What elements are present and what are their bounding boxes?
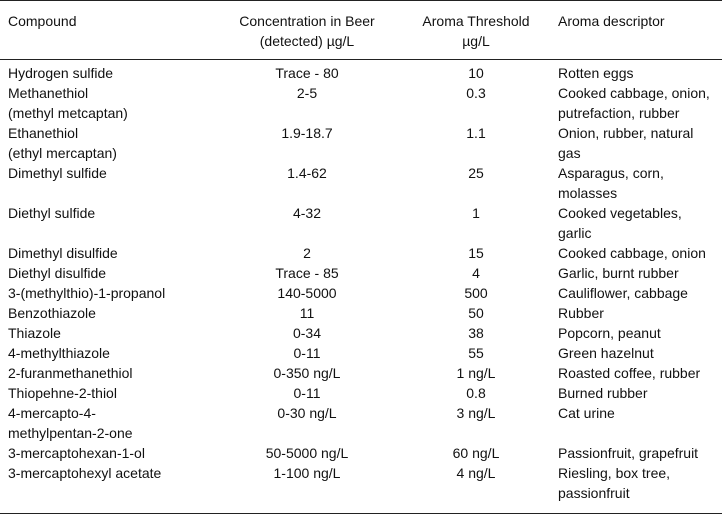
cell-compound: Dimethyl sulfide — [8, 165, 107, 181]
table-row: Hydrogen sulfide Trace - 80 10 Rotten eggs — [0, 60, 722, 84]
cell-concentration: 0-30 ng/L — [277, 405, 337, 421]
table-row: 4-methylthiazole 0-11 55 Green hazelnut — [0, 343, 722, 363]
compound-table-container: Compound Concentration in Beer (detected… — [0, 0, 722, 514]
table-row: Thiazole 0-34 38 Popcorn, peanut — [0, 323, 722, 343]
table-row: Methanethiol (methyl metcaptan) 2-5 0.3 Coo… — [0, 83, 722, 123]
cell-descriptor: Rotten eggs — [558, 65, 634, 81]
cell-threshold: 3 ng/L — [456, 405, 496, 421]
cell-descriptor: Cat urine — [558, 405, 615, 421]
cell-descriptor: Roasted coffee, rubber — [558, 365, 701, 381]
cell-threshold: 1 — [472, 205, 480, 221]
cell-descriptor: Onion, rubber, natural gas — [558, 125, 694, 161]
cell-concentration: Trace - 85 — [275, 265, 339, 281]
header-descriptor: Aroma descriptor — [550, 0, 722, 60]
cell-compound: Diethyl sulfide — [8, 205, 96, 221]
cell-descriptor: Burned rubber — [558, 385, 648, 401]
cell-compound: Thiazole — [8, 325, 61, 341]
cell-compound: Dimethyl disulfide — [8, 245, 118, 261]
cell-descriptor: Garlic, burnt rubber — [558, 265, 679, 281]
cell-compound: 4-mercapto-4- methylpentan-2-one — [8, 405, 133, 441]
cell-descriptor: Cooked vegetables, garlic — [558, 205, 682, 241]
cell-compound: 3-(methylthio)-1-propanol — [8, 285, 166, 301]
cell-compound: Hydrogen sulfide — [8, 65, 114, 81]
cell-threshold: 0.3 — [466, 85, 486, 101]
cell-threshold: 15 — [468, 245, 484, 261]
cell-compound: 2-furanmethanethiol — [8, 365, 133, 381]
header-threshold: Aroma Threshold µg/L — [402, 0, 550, 60]
table-body: Hydrogen sulfide Trace - 80 10 Rotten eggs M… — [0, 60, 722, 514]
table-row: 4-mercapto-4- methylpentan-2-one 0-30 ng/… — [0, 403, 722, 443]
cell-descriptor: Popcorn, peanut — [558, 325, 661, 341]
cell-threshold: 4 ng/L — [456, 465, 496, 481]
table-row: Dimethyl disulfide 2 15 Cooked cabbage, oni… — [0, 243, 722, 263]
cell-compound: Methanethiol (methyl metcaptan) — [8, 85, 128, 121]
cell-descriptor: Riesling, box tree, passionfruit — [558, 465, 671, 501]
cell-threshold: 55 — [468, 345, 484, 361]
cell-concentration: 140-5000 — [277, 285, 337, 301]
cell-descriptor: Cooked cabbage, onion — [558, 245, 706, 261]
cell-threshold: 50 — [468, 305, 484, 321]
table-row: 2-furanmethanethiol 0-350 ng/L 1 ng/L Roast… — [0, 363, 722, 383]
cell-concentration: 1.4-62 — [287, 165, 327, 181]
cell-threshold: 1 ng/L — [456, 365, 496, 381]
cell-descriptor: Cooked cabbage, onion, putrefaction, rub… — [558, 85, 710, 121]
cell-threshold: 10 — [468, 65, 484, 81]
table-row: Diethyl disulfide Trace - 85 4 Garlic, burn… — [0, 263, 722, 283]
cell-threshold: 38 — [468, 325, 484, 341]
cell-concentration: 0-11 — [293, 385, 321, 401]
cell-concentration: Trace - 80 — [275, 65, 339, 81]
table-row: 3-mercaptohexan-1-ol 50-5000 ng/L 60 ng/L P… — [0, 443, 722, 463]
cell-concentration: 4-32 — [292, 205, 322, 221]
sulfur-compounds-table: Compound Concentration in Beer (detected… — [0, 0, 722, 514]
cell-concentration: 1-100 ng/L — [273, 465, 341, 481]
header-row: Compound Concentration in Beer (detected… — [0, 0, 722, 60]
cell-compound: Thiopehne-2-thiol — [8, 385, 117, 401]
cell-threshold: 0.8 — [466, 385, 486, 401]
cell-compound: 4-methylthiazole — [8, 345, 110, 361]
cell-descriptor: Passionfruit, grapefruit — [558, 445, 699, 461]
cell-compound: Diethyl disulfide — [8, 265, 107, 281]
header-concentration: Concentration in Beer (detected) µg/L — [212, 0, 402, 60]
table-header: Compound Concentration in Beer (detected… — [0, 0, 722, 60]
cell-descriptor: Asparagus, corn, molasses — [558, 165, 664, 201]
header-compound: Compound — [0, 0, 212, 60]
cell-descriptor: Green hazelnut — [558, 345, 654, 361]
cell-threshold: 60 ng/L — [452, 445, 500, 461]
table-row: Dimethyl sulfide 1.4-62 25 Asparagus, corn,… — [0, 163, 722, 203]
table-row: Diethyl sulfide 4-32 1 Cooked vegetables, g… — [0, 203, 722, 243]
cell-concentration: 11 — [299, 305, 315, 321]
cell-threshold: 500 — [464, 285, 488, 301]
cell-concentration: 1.9-18.7 — [281, 125, 333, 141]
cell-threshold: 4 — [472, 265, 480, 281]
table-row: Ethanethiol (ethyl mercaptan) 1.9-18.7 1.1… — [0, 123, 722, 163]
cell-concentration: 0-11 — [293, 345, 321, 361]
cell-concentration: 0-350 ng/L — [273, 365, 341, 381]
table-row: Benzothiazole 11 50 Rubber — [0, 303, 722, 323]
cell-threshold: 1.1 — [466, 125, 486, 141]
cell-concentration: 2-5 — [296, 85, 318, 101]
cell-concentration: 50-5000 ng/L — [265, 445, 349, 461]
cell-descriptor: Cauliflower, cabbage — [558, 285, 688, 301]
table-row: 3-mercaptohexyl acetate 1-100 ng/L 4 ng/L R… — [0, 463, 722, 514]
cell-compound: 3-mercaptohexan-1-ol — [8, 445, 145, 461]
table-row: Thiopehne-2-thiol 0-11 0.8 Burned rubber — [0, 383, 722, 403]
cell-compound: Benzothiazole — [8, 305, 96, 321]
table-row: 3-(methylthio)-1-propanol 140-5000 500 Caul… — [0, 283, 722, 303]
cell-descriptor: Rubber — [558, 305, 604, 321]
cell-concentration: 2 — [303, 245, 311, 261]
cell-compound: 3-mercaptohexyl acetate — [8, 465, 162, 481]
cell-compound: Ethanethiol (ethyl mercaptan) — [8, 125, 117, 161]
cell-concentration: 0-34 — [292, 325, 322, 341]
cell-threshold: 25 — [468, 165, 484, 181]
